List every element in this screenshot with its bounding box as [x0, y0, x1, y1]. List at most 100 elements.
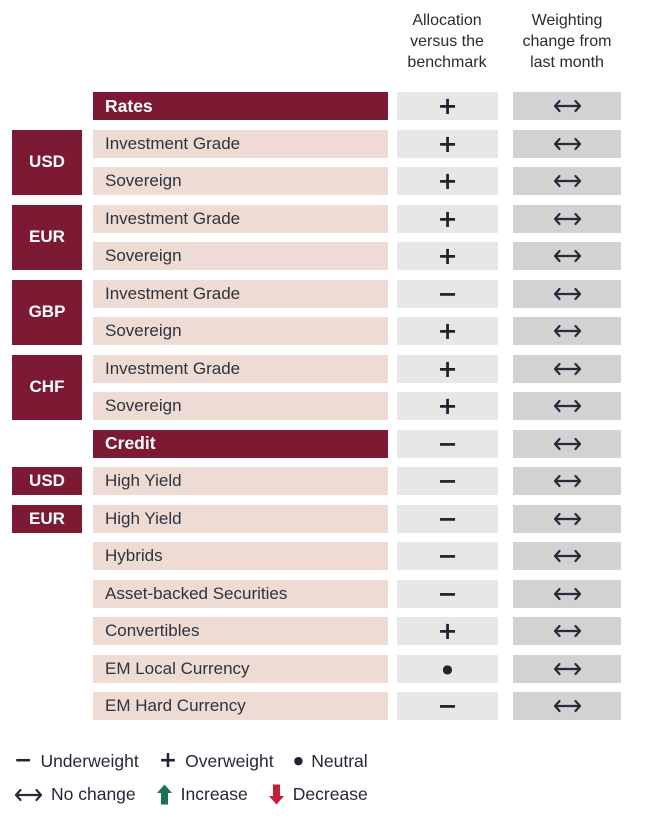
allocation-cell: +	[397, 617, 498, 645]
legend-item: Decrease	[268, 784, 368, 805]
legend-label: Underweight	[40, 750, 139, 771]
allocation-cell: −	[397, 504, 498, 533]
currency-badge-gbp: GBP	[12, 279, 82, 345]
neutral-symbol: ●	[442, 661, 453, 676]
legend-weighting-line: No change Increase Decrease	[14, 784, 368, 805]
plus-symbol: +	[437, 167, 458, 195]
row-label: Asset-backed Securities	[93, 579, 388, 608]
currency-badge-usd: USD	[12, 129, 82, 195]
table-row: Hybrids −	[0, 542, 646, 570]
weighting-cell	[513, 92, 621, 120]
row-label: EM Hard Currency	[93, 692, 388, 720]
row-label: Investment Grade	[93, 129, 388, 158]
up-arrow-icon	[156, 784, 173, 805]
weighting-cell	[513, 429, 621, 458]
table-row: EM Local Currency ●	[0, 654, 646, 683]
row-label: Investment Grade	[93, 204, 388, 233]
plus-symbol: +	[437, 354, 458, 383]
weighting-cell	[513, 317, 621, 345]
plus-symbol: +	[158, 748, 178, 773]
weighting-cell	[513, 654, 621, 683]
down-arrow-icon	[268, 784, 285, 805]
minus-symbol: −	[437, 579, 458, 608]
legend-item: No change	[14, 784, 136, 805]
table-row: Investment Grade +	[0, 204, 646, 233]
column-header-allocation: Allocation versus the benchmark	[407, 12, 487, 71]
weighting-cell	[513, 467, 621, 495]
left-right-arrow-icon	[553, 174, 582, 188]
legend-label: Decrease	[292, 784, 368, 804]
minus-symbol: −	[437, 279, 458, 308]
row-label: Investment Grade	[93, 279, 388, 308]
minus-symbol: −	[437, 467, 458, 495]
weighting-cell	[513, 242, 621, 270]
legend-item: ● Neutral	[294, 750, 368, 772]
table-row: Sovereign +	[0, 317, 646, 345]
allocation-cell: +	[397, 204, 498, 233]
weighting-cell	[513, 504, 621, 533]
allocation-cell: ●	[397, 654, 498, 683]
table-row: High Yield −	[0, 504, 646, 533]
minus-symbol: −	[14, 748, 33, 773]
left-right-arrow-icon	[14, 788, 43, 802]
currency-badge-usd: USD	[12, 467, 82, 495]
weighting-cell	[513, 167, 621, 195]
weighting-cell	[513, 692, 621, 720]
row-label: Sovereign	[93, 242, 388, 270]
weighting-cell	[513, 542, 621, 570]
weighting-cell	[513, 617, 621, 645]
table-row: Sovereign +	[0, 167, 646, 195]
allocation-cell: +	[397, 317, 498, 345]
table-row: Sovereign +	[0, 242, 646, 270]
left-right-arrow-icon	[553, 662, 582, 676]
minus-symbol: −	[437, 504, 458, 533]
table-row: Credit −	[0, 429, 646, 458]
weighting-cell	[513, 392, 621, 420]
left-right-arrow-icon	[553, 624, 582, 638]
table-row: Investment Grade +	[0, 354, 646, 383]
left-right-arrow-icon	[553, 549, 582, 563]
legend-label: No change	[51, 784, 136, 804]
table-row: Investment Grade −	[0, 279, 646, 308]
allocation-cell: −	[397, 467, 498, 495]
allocation-cell: −	[397, 692, 498, 720]
table-row: Investment Grade +	[0, 129, 646, 158]
left-right-arrow-icon	[553, 362, 582, 376]
table-row: Rates +	[0, 92, 646, 120]
row-label: Hybrids	[93, 542, 388, 570]
legend-label: Increase	[180, 784, 248, 804]
table-row: EM Hard Currency −	[0, 692, 646, 720]
legend-label: Neutral	[311, 750, 368, 771]
weighting-cell	[513, 579, 621, 608]
weighting-cell	[513, 204, 621, 233]
legend-item: − Underweight	[14, 750, 139, 772]
plus-symbol: +	[437, 129, 458, 158]
allocation-cell: +	[397, 167, 498, 195]
plus-symbol: +	[437, 92, 458, 120]
allocation-cell: +	[397, 354, 498, 383]
row-label: Credit	[93, 429, 388, 458]
left-right-arrow-icon	[553, 249, 582, 263]
neutral-symbol: ●	[293, 754, 304, 767]
left-right-arrow-icon	[553, 474, 582, 488]
row-label: Sovereign	[93, 317, 388, 345]
weighting-cell	[513, 279, 621, 308]
currency-badge-chf: CHF	[12, 354, 82, 420]
table-row: Asset-backed Securities −	[0, 579, 646, 608]
left-right-arrow-icon	[553, 287, 582, 301]
allocation-cell: +	[397, 242, 498, 270]
currency-badge-eur: EUR	[12, 204, 82, 270]
allocation-cell: −	[397, 429, 498, 458]
minus-symbol: −	[437, 429, 458, 458]
legend-allocation-line: − Underweight + Overweight ● Neutral	[14, 750, 368, 772]
allocation-cell: +	[397, 92, 498, 120]
table-row: Convertibles +	[0, 617, 646, 645]
plus-symbol: +	[437, 317, 458, 345]
table-row: High Yield −	[0, 467, 646, 495]
allocation-cell: +	[397, 129, 498, 158]
row-label: Convertibles	[93, 617, 388, 645]
left-right-arrow-icon	[553, 587, 582, 601]
row-label: Rates	[93, 92, 388, 120]
minus-symbol: −	[437, 542, 458, 570]
allocation-cell: −	[397, 579, 498, 608]
